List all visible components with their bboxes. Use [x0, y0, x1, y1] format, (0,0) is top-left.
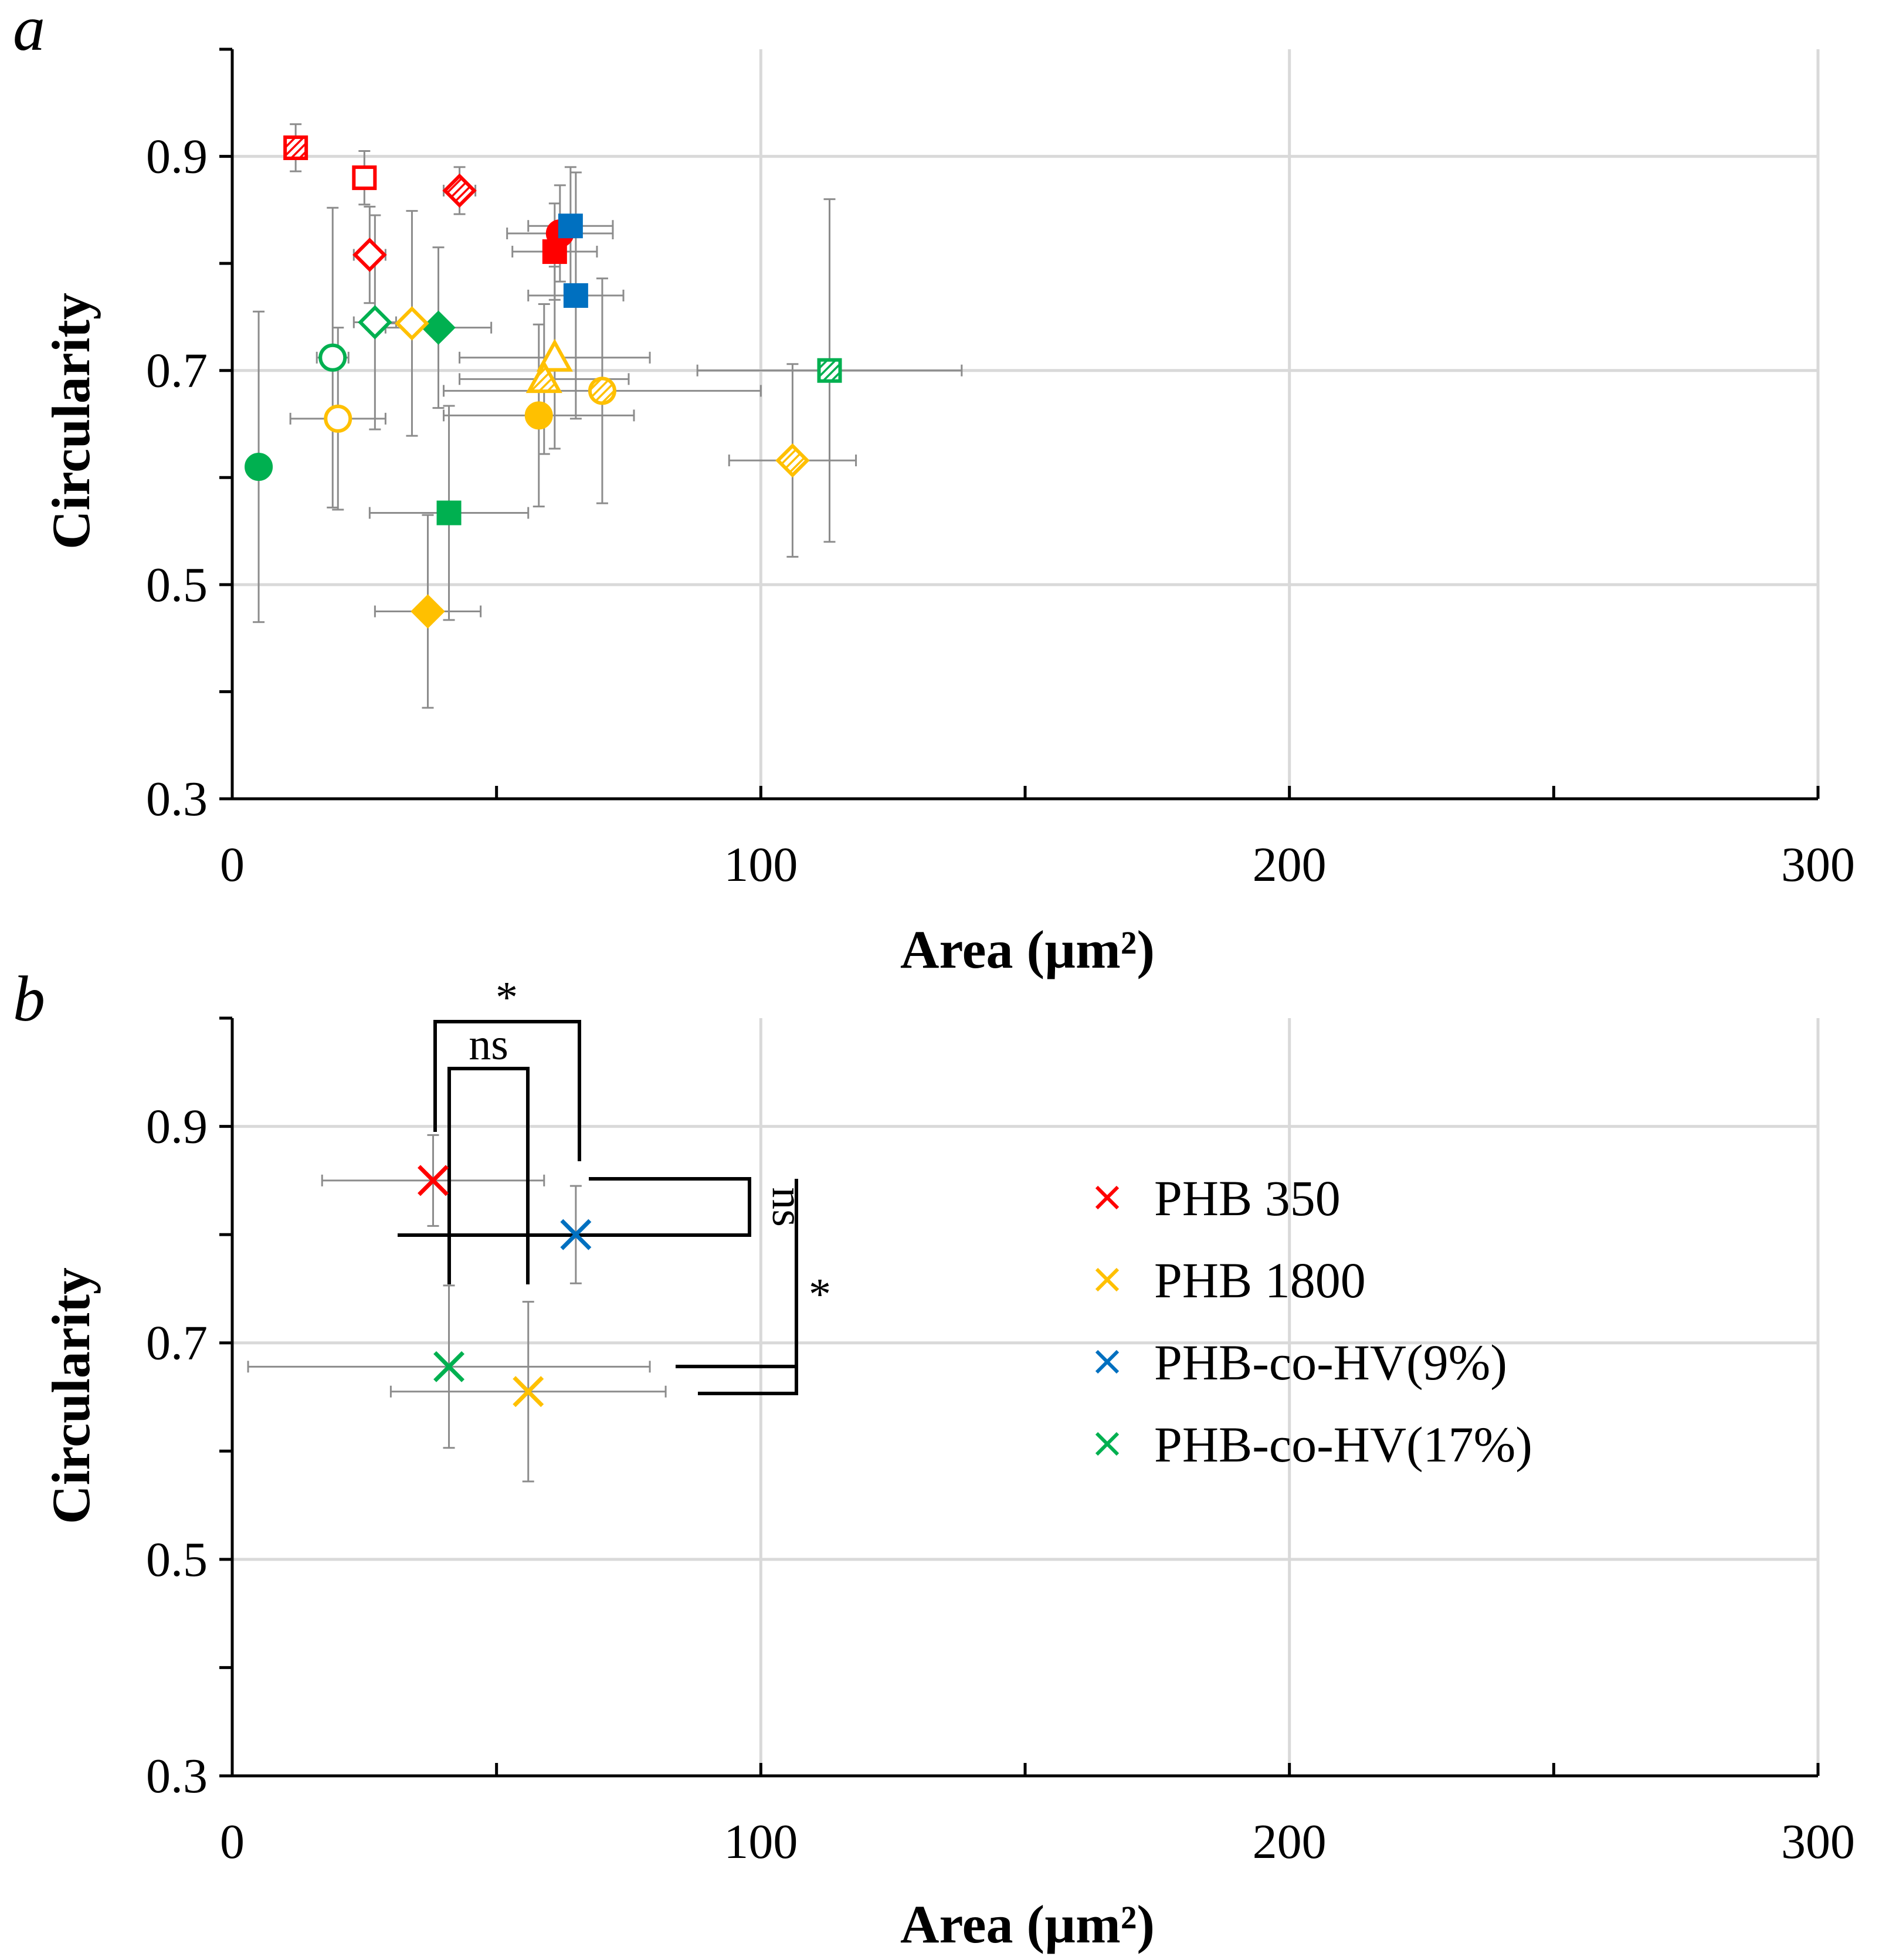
- panel-a-point-14-marker: [817, 358, 842, 383]
- panel-a: a 0.3 0.5 0.7 0.9 0 100 200 300 Area (µm²) Circ…: [13, 0, 1855, 979]
- panel-a-tick-labels: 0.3 0.5 0.7 0.9 0 100 200 300: [146, 130, 1855, 892]
- panel-a-point-8-marker: [563, 283, 588, 308]
- bracket-right-outer-label: *: [809, 1270, 831, 1319]
- panel-b-x-axis-title: Area (µm²): [900, 1894, 1155, 1954]
- panel-a-point-18-marker: [525, 360, 562, 394]
- panel-b-series-4-marker: [433, 1351, 465, 1382]
- panel-b-series-3-cross-b: [560, 1219, 592, 1250]
- panel-b-series-1-marker: [418, 1165, 449, 1196]
- a-x-tick-label: 100: [724, 837, 798, 892]
- panel-a-point-20-marker: [524, 401, 553, 430]
- legend-item-3-label: PHB-co-HV(9%): [1154, 1334, 1507, 1391]
- b-x-tick-label: 300: [1781, 1815, 1855, 1869]
- legend-item-1-marker-b: [1095, 1185, 1120, 1210]
- a-x-tick-label: 0: [220, 837, 245, 892]
- panel-a-points: [245, 135, 842, 629]
- legend-item-3-marker-b: [1095, 1349, 1120, 1374]
- panel-a-point-4-marker: [352, 238, 387, 272]
- a-y-tick-label: 0.7: [146, 344, 208, 398]
- panel-a-y-axis-title: Circularity: [41, 293, 101, 550]
- b-y-tick-label: 0.7: [146, 1316, 208, 1371]
- b-x-tick-label: 200: [1253, 1815, 1327, 1869]
- panel-b-series-1-cross-b: [418, 1165, 449, 1196]
- panel-a-point-11-marker: [421, 310, 456, 345]
- panel-b-series-2-marker: [513, 1376, 544, 1408]
- panel-b-series-2-cross-b: [513, 1376, 544, 1408]
- b-y-tick-label: 0.5: [146, 1532, 208, 1587]
- a-y-tick-label: 0.9: [146, 130, 208, 184]
- a-y-tick-label: 0.5: [146, 558, 208, 612]
- panel-b-letter: b: [13, 963, 45, 1035]
- b-y-tick-label: 0.9: [146, 1100, 208, 1154]
- a-y-tick-label: 0.3: [146, 772, 208, 826]
- panel-b-error-bars: [247, 1134, 667, 1483]
- legend-item-2: PHB 1800: [1095, 1252, 1366, 1308]
- panel-a-letter: a: [13, 0, 45, 64]
- legend-item-3: PHB-co-HV(9%): [1095, 1334, 1507, 1391]
- panel-a-point-15-marker: [395, 306, 429, 341]
- panel-a-point-7-marker: [558, 213, 583, 239]
- bracket-top-outer-label: *: [496, 973, 518, 1022]
- panel-a-point-21-marker: [775, 443, 810, 478]
- panel-b-tick-labels: 0.3 0.5 0.7 0.9 0 100 200 300: [146, 1100, 1855, 1869]
- panel-a-point-17-marker: [536, 338, 573, 372]
- panel-b-y-axis-title: Circularity: [41, 1267, 101, 1524]
- panel-a-error-bars: [252, 123, 963, 709]
- panel-a-point-19-marker: [588, 377, 616, 405]
- panel-b-legend: PHB 350 PHB 1800 PHB-co-HV(9%) PHB-co-HV(17…: [1095, 1170, 1532, 1473]
- panel-b-grid: [232, 1018, 1820, 1776]
- bracket-right-inner-label: ns: [763, 1187, 812, 1227]
- legend-item-4: PHB-co-HV(17%): [1095, 1416, 1532, 1473]
- legend-item-4-marker-b: [1095, 1432, 1120, 1456]
- panel-a-point-3-marker: [442, 173, 477, 208]
- panel-a-axes: [219, 48, 1820, 801]
- legend-item-1-label: PHB 350: [1154, 1170, 1341, 1226]
- bracket-top-inner-label: ns: [469, 1020, 508, 1069]
- b-y-tick-label: 0.3: [146, 1749, 208, 1803]
- panel-a-point-22-marker: [411, 594, 445, 629]
- panel-a-point-2-marker: [352, 165, 377, 191]
- panel-a-point-9-marker: [358, 305, 392, 340]
- panel-a-point-12-marker: [245, 453, 273, 481]
- panel-a-x-axis-title: Area (µm²): [900, 920, 1155, 979]
- b-x-tick-label: 0: [220, 1815, 245, 1869]
- bracket-right-outer: [676, 1179, 798, 1395]
- legend-item-2-label: PHB 1800: [1154, 1252, 1366, 1308]
- panel-b-series-4-cross-b: [433, 1351, 465, 1382]
- bracket-top-outer: [433, 1020, 581, 1161]
- a-x-tick-label: 200: [1253, 837, 1327, 892]
- panel-b-axes: [219, 1016, 1820, 1778]
- panel-b-points: [418, 1165, 592, 1408]
- legend-item-4-label: PHB-co-HV(17%): [1154, 1416, 1532, 1473]
- panel-a-point-1-marker: [283, 135, 308, 160]
- b-x-tick-label: 100: [724, 1815, 798, 1869]
- panel-a-point-16-marker: [324, 404, 352, 433]
- panel-a-point-6-marker: [542, 239, 567, 265]
- panel-a-grid: [232, 49, 1820, 799]
- panel-a-point-13-marker: [436, 500, 462, 525]
- legend-item-2-marker-b: [1095, 1267, 1120, 1292]
- panel-a-point-10-marker: [318, 343, 347, 372]
- bracket-top-inner: [447, 1067, 530, 1284]
- a-x-tick-label: 300: [1781, 837, 1855, 892]
- panel-b-series-3-marker: [560, 1219, 592, 1250]
- legend-item-1: PHB 350: [1095, 1170, 1341, 1226]
